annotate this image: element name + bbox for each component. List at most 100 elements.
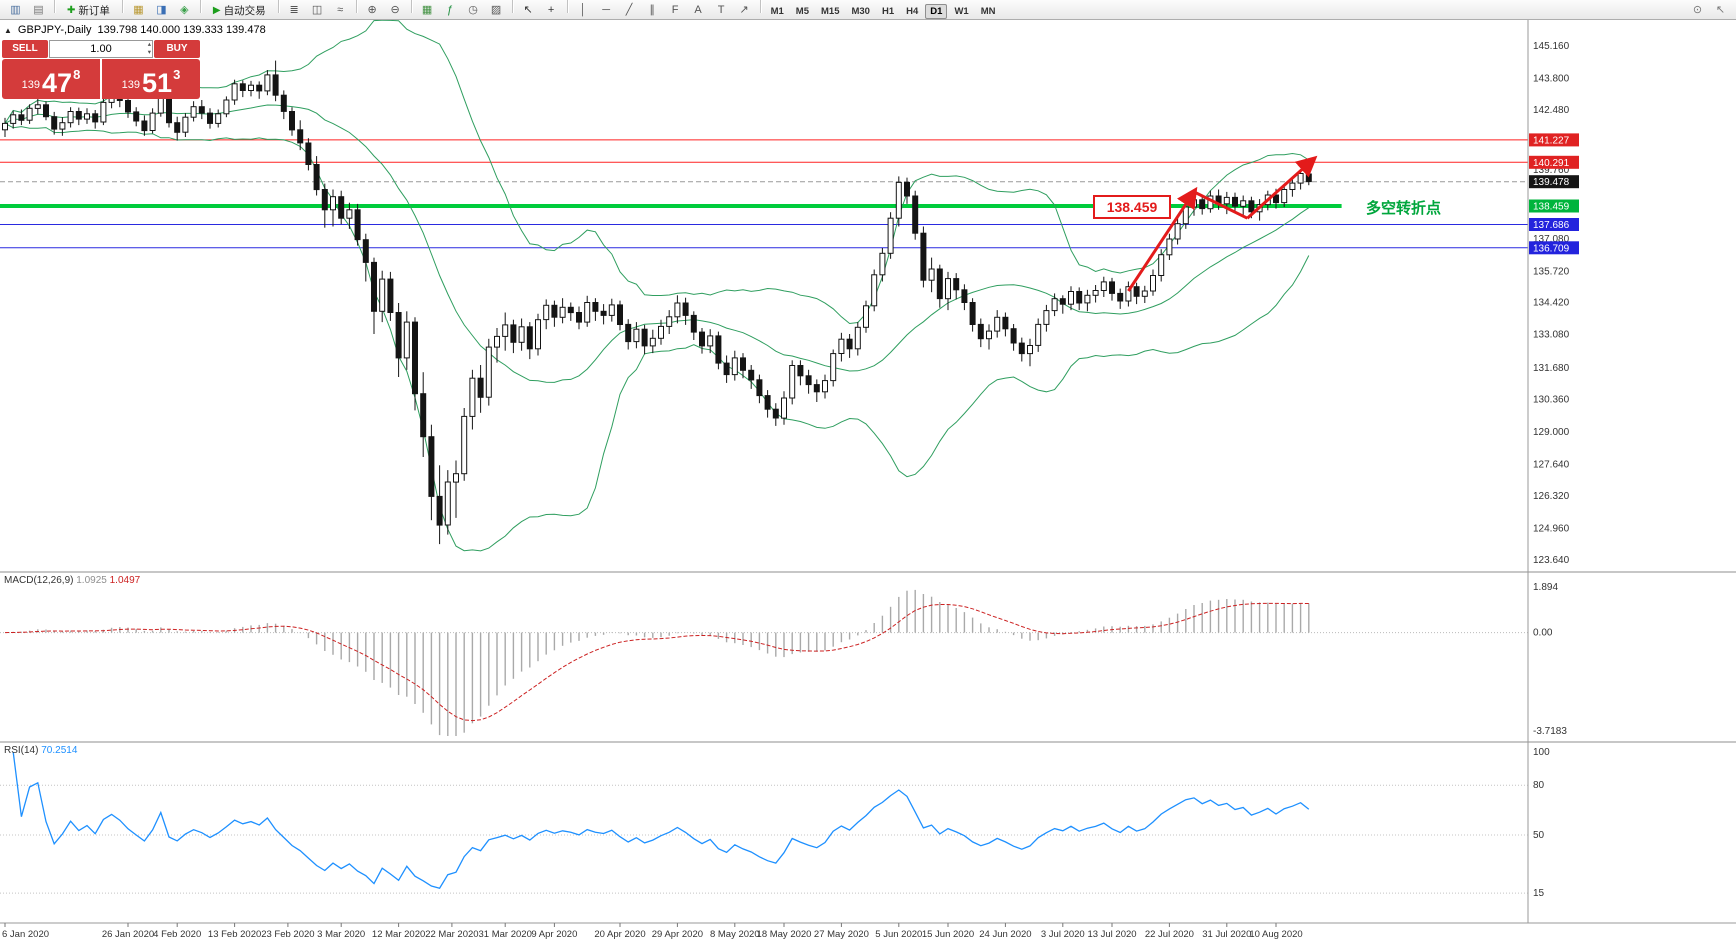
fibonacci-icon[interactable]: F [671,3,679,16]
svg-text:126.320: 126.320 [1533,491,1570,502]
svg-text:22 Jul 2020: 22 Jul 2020 [1145,929,1194,940]
bollinger-bands [4,20,1310,552]
svg-text:135.720: 135.720 [1533,266,1570,277]
arrows-tool-icon[interactable]: ↗ [739,3,749,16]
line-chart-icon[interactable]: ≈ [337,3,344,16]
profiles-icon[interactable]: ▤ [33,3,44,16]
svg-text:123.640: 123.640 [1533,555,1570,566]
volume-spinner: ▴ ▾ [148,41,151,57]
autotrade-button[interactable]: ▶ 自动交易 [207,1,272,19]
pointer-tool-icon[interactable]: ↖ [1715,4,1726,17]
crosshair-icon[interactable]: + [547,3,555,16]
svg-text:130.360: 130.360 [1533,394,1570,405]
autotrade-icon: ▶ [212,4,221,16]
svg-text:27 May 2020: 27 May 2020 [814,929,869,940]
svg-text:137.080: 137.080 [1533,234,1570,245]
sell-button[interactable]: SELL [2,40,48,58]
new-order-icon: ✚ [67,4,76,16]
one-click-panel-toggle[interactable]: ▲ [4,25,12,35]
price-level-lines[interactable] [0,139,1528,249]
chart-title: GBPJPY-,Daily [17,24,92,36]
timeframe-button-m30[interactable]: M30 [851,5,870,17]
svg-text:13 Feb 2020: 13 Feb 2020 [208,929,261,940]
toolbar-items: ▥ ▤ ✚ 新订单 ▦ ◨ ◈ ▶ 自动交易 ≣ ◫ ≈ ⊕ ⊖ ▦ ƒ ◷ ▨ ↖ + │ ─ ╱ ∥ F A T ↗ [4,0,765,19]
text-icon[interactable]: A [694,3,702,16]
toolbar-separator [199,0,201,13]
volume-up-button[interactable]: ▴ [147,41,151,48]
buy-price-button[interactable]: 139 51 3 [102,59,200,99]
candles-layer [2,60,1312,545]
price-label-box-137.686 [1529,218,1579,231]
chart-window: 1.894 0.00 -3.7183 100 80 50 15 145.160 143.800 1… [0,20,1736,946]
tile-windows-icon[interactable]: ▦ [421,3,433,16]
horizontal-line-icon[interactable]: ─ [602,3,610,16]
zoom-out-icon[interactable]: ⊖ [390,3,400,16]
sell-price-button[interactable]: 139 47 8 [2,59,100,99]
rsi-levels: 100 80 50 15 [0,747,1550,899]
svg-text:15: 15 [1533,888,1545,899]
pivot-note-text[interactable]: 多空转折点 [1366,200,1442,217]
magnifier-icon[interactable]: ⊙ [1692,4,1703,17]
time-axis[interactable]: 6 Jan 2020 26 Jan 2020 4 Feb 2020 13 Feb 20… [0,922,1736,940]
zoom-in-icon[interactable]: ⊕ [367,3,377,16]
toolbar-separator [54,0,55,13]
bar-chart-icon[interactable]: ≣ [289,3,299,16]
chart-ohlc: 139.798 140.000 139.333 139.478 [97,24,266,36]
candlestick-icon[interactable]: ◫ [311,3,323,16]
label-icon[interactable]: T [717,3,725,16]
navigator-icon[interactable]: ◈ [180,3,189,16]
new-chart-icon[interactable]: ▥ [10,3,21,16]
data-window-icon[interactable]: ◨ [156,3,167,16]
rsi-indicator-label: RSI(14) 70.2514 [4,745,77,756]
svg-text:20 Apr 2020: 20 Apr 2020 [594,929,645,940]
toolbar-separator [759,0,761,13]
pivot-price-callout[interactable]: 138.459 [1093,195,1171,219]
cursor-icon[interactable]: ↖ [523,3,533,16]
svg-text:145.160: 145.160 [1533,41,1570,52]
periods-dropdown-icon[interactable]: ◷ [468,3,478,16]
svg-text:4 Feb 2020: 4 Feb 2020 [153,929,201,940]
chart-canvas[interactable]: 1.8940.00-3.7183100805015145.160143.8001… [0,20,1736,946]
market-watch-icon[interactable]: ▦ [133,3,144,16]
toolbar-separator [277,0,279,13]
timeframe-button-d1[interactable]: D1 [925,3,948,19]
timeframe-button-m1[interactable]: M1 [770,5,784,17]
svg-text:23 Feb 2020: 23 Feb 2020 [261,929,314,940]
toolbar-right-icons: ⊙ ↖ [1686,0,1732,19]
timeframe-button-mn[interactable]: MN [980,5,996,17]
timeframe-button-h4[interactable]: H4 [906,5,919,17]
svg-text:137.686: 137.686 [1533,220,1570,231]
trendline-icon[interactable]: ╱ [625,3,633,16]
macd-name: MACD(12,26,9) [4,575,74,586]
vertical-line-icon[interactable]: │ [579,3,587,16]
price-label-box-141.227 [1529,133,1579,147]
svg-text:31 Mar 2020: 31 Mar 2020 [479,929,532,940]
macd-signal-value: 1.0497 [109,575,141,586]
buy-button[interactable]: BUY [154,40,200,58]
new-order-button-label: 新订单 [78,4,110,17]
macd-indicator-label: MACD(12,26,9) 1.0925 1.0497 [4,575,140,586]
svg-text:138.459: 138.459 [1533,202,1570,213]
indicators-icon[interactable]: ƒ [447,3,454,16]
rsi-line [12,751,1310,889]
price-axis[interactable]: 145.160 143.800 142.480 139.760 137.080 135.7… [1529,41,1579,566]
timeframe-button-m15[interactable]: M15 [821,5,840,17]
svg-text:127.640: 127.640 [1533,459,1570,470]
templates-icon[interactable]: ▨ [490,3,502,16]
volume-input[interactable]: 1.00 ▴ ▾ [49,40,153,58]
svg-text:134.420: 134.420 [1533,298,1570,309]
svg-text:131.680: 131.680 [1533,363,1570,374]
trend-arrows[interactable] [1127,155,1318,292]
volume-value: 1.00 [90,43,112,55]
timeframe-button-w1[interactable]: W1 [954,5,969,17]
timeframe-button-h1[interactable]: H1 [881,5,895,17]
new-order-button[interactable]: ✚ 新订单 [61,1,116,19]
svg-text:140.291: 140.291 [1533,158,1570,169]
svg-text:6 Jan 2020: 6 Jan 2020 [2,929,49,940]
channel-icon[interactable]: ∥ [649,3,655,16]
volume-down-button[interactable]: ▾ [147,49,151,56]
timeframe-button-m5[interactable]: M5 [795,5,809,17]
toolbar: ▥ ▤ ✚ 新订单 ▦ ◨ ◈ ▶ 自动交易 ≣ ◫ ≈ ⊕ ⊖ ▦ ƒ ◷ ▨ ↖ + │ ─ ╱ ∥ F A T ↗ M1 M5 M1… [0,0,1736,20]
svg-text:9 Apr 2020: 9 Apr 2020 [531,929,577,940]
svg-text:139.478: 139.478 [1533,177,1570,188]
